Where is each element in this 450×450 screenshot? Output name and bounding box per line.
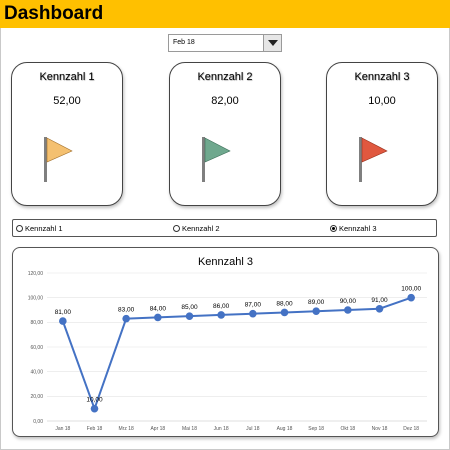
x-tick-label: Apr 18 (150, 426, 165, 432)
y-tick-label: 0,00 (33, 419, 43, 425)
data-label: 81,00 (55, 309, 72, 316)
data-label: 89,00 (308, 299, 325, 306)
data-label: 87,00 (245, 302, 262, 309)
data-point (249, 309, 257, 318)
kpi-card-title: Kennzahl 1 (39, 71, 95, 83)
kpi-card-value: 10,00 (368, 95, 396, 107)
month-select[interactable]: Feb 18 (168, 34, 282, 52)
kpi-card-title: Kennzahl 2 (197, 71, 253, 83)
x-tick-label: Dez 18 (403, 426, 419, 432)
data-label: 85,00 (181, 304, 198, 311)
x-tick-label: Jan 18 (55, 426, 70, 432)
radio-kennzahl-1[interactable]: Kennzahl 1 (16, 224, 63, 233)
flag-icon (359, 137, 388, 182)
data-point (122, 314, 130, 323)
data-point (312, 307, 320, 316)
y-tick-label: 80,00 (30, 320, 43, 326)
month-select-value: Feb 18 (173, 39, 195, 46)
data-point (154, 313, 162, 322)
radio-label: Kennzahl 1 (25, 224, 63, 233)
radio-kennzahl-2[interactable]: Kennzahl 2 (173, 224, 220, 233)
data-label: 10,00 (86, 397, 103, 404)
line-chart-panel: Kennzahl 3 0,00 20,00 40,00 60,00 80,00 100,0… (12, 247, 439, 437)
x-tick-label: Jun 18 (214, 426, 229, 432)
data-label: 100,00 (401, 286, 421, 293)
x-tick-label: Sep 18 (308, 426, 324, 432)
flag-icon (44, 137, 73, 182)
kpi-card-3: Kennzahl 3 10,00 (326, 62, 438, 206)
data-point (90, 404, 99, 413)
data-label: 90,00 (340, 298, 357, 305)
series-line (61, 296, 412, 412)
kpi-card-2: Kennzahl 2 82,00 (169, 62, 281, 206)
x-tick-label: Aug 18 (277, 426, 293, 432)
radio-kennzahl-3[interactable]: Kennzahl 3 (330, 224, 377, 233)
line-chart: 0,00 20,00 40,00 60,00 80,00 100,00 120,00 Jan … (28, 271, 427, 432)
data-label: 84,00 (150, 305, 167, 312)
x-tick-label: Nov 18 (372, 426, 388, 432)
data-point (344, 306, 352, 314)
y-tick-label: 120,00 (28, 271, 44, 277)
y-tick-label: 60,00 (30, 345, 43, 351)
data-point (375, 304, 384, 313)
data-point (280, 308, 289, 317)
page-title: Dashboard (4, 3, 104, 24)
x-tick-label: Mai 18 (182, 426, 197, 432)
kpi-card-value: 82,00 (211, 95, 239, 107)
x-tick-label: Okt 18 (340, 426, 355, 432)
data-label: 83,00 (118, 307, 135, 314)
data-label: 88,00 (276, 300, 293, 307)
kpi-radio-group: Kennzahl 1 Kennzahl 2 Kennzahl 3 (12, 219, 437, 237)
data-label: 91,00 (371, 297, 388, 304)
radio-button[interactable] (173, 225, 180, 232)
dropdown-arrow-icon (268, 40, 278, 46)
radio-button[interactable] (16, 225, 23, 232)
kpi-card-title: Kennzahl 3 (354, 71, 410, 83)
radio-label: Kennzahl 2 (182, 224, 220, 233)
x-tick-label: Feb 18 (87, 426, 103, 432)
data-point (407, 293, 415, 302)
x-tick-label: Jul 18 (246, 426, 260, 432)
y-tick-label: 40,00 (30, 369, 43, 375)
kpi-card-value: 52,00 (53, 95, 81, 107)
data-point (59, 317, 67, 325)
kpi-card-1: Kennzahl 1 52,00 (11, 62, 123, 206)
flag-icon (202, 137, 231, 182)
data-label: 86,00 (213, 303, 230, 310)
dropdown-button[interactable] (263, 35, 281, 51)
chart-title: Kennzahl 3 (197, 256, 254, 268)
y-tick-label: 100,00 (28, 295, 44, 301)
data-point (217, 311, 225, 319)
x-tick-label: Mrz 18 (119, 426, 135, 432)
header-bar: Dashboard (0, 0, 450, 28)
radio-label: Kennzahl 3 (339, 224, 377, 233)
y-tick-label: 20,00 (30, 394, 43, 400)
radio-button[interactable] (330, 225, 337, 232)
data-point (185, 312, 194, 320)
